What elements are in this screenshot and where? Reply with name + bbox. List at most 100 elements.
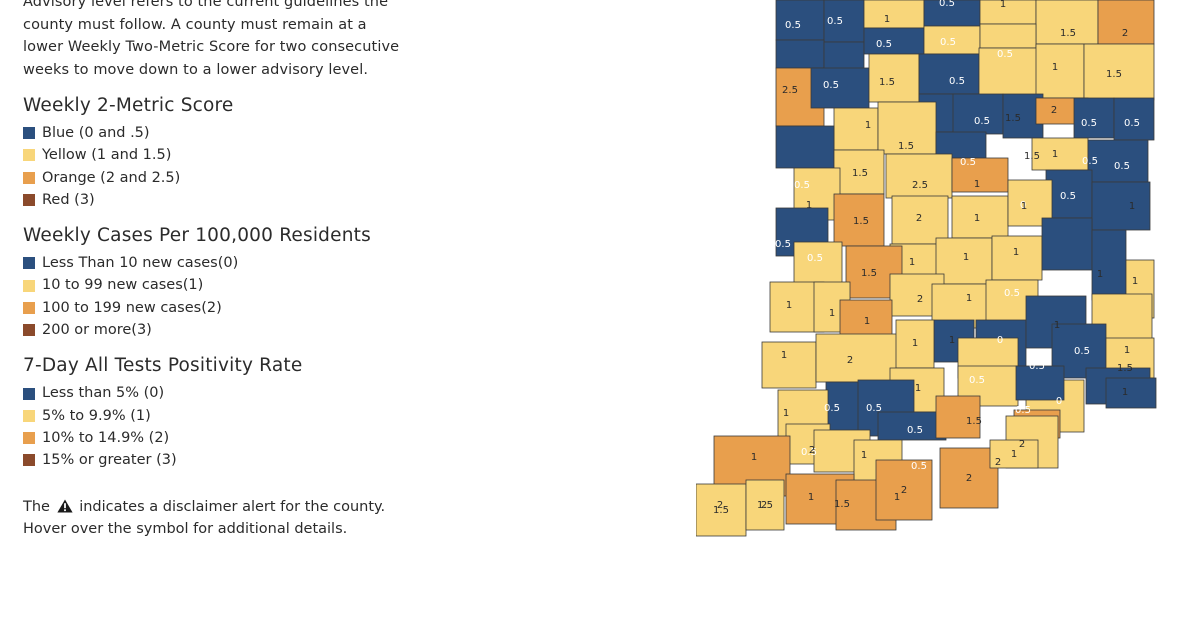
county-shape[interactable] (891, 195, 949, 245)
county-shape[interactable] (979, 23, 1037, 49)
county-shape[interactable] (775, 0, 825, 41)
county-shape[interactable] (1041, 217, 1093, 271)
section-two-metric-score: Weekly 2-Metric Score Blue (0 and .5) Ye… (23, 95, 453, 211)
county-shape[interactable] (823, 0, 865, 43)
county-score-label: 0.5 (866, 403, 882, 414)
county-score-label: 0.5 (974, 116, 990, 127)
section-title: Weekly 2-Metric Score (23, 95, 234, 116)
county-shape[interactable] (885, 153, 953, 199)
county-shape[interactable] (952, 93, 1004, 135)
legend-item: 100 to 199 new cases(2) (23, 297, 453, 319)
county-shape[interactable] (1105, 377, 1157, 409)
county-score-label: 1 (1021, 201, 1027, 212)
county-shape[interactable] (935, 395, 981, 439)
county-shape[interactable] (775, 39, 825, 69)
county-score-label: 1 (1132, 276, 1138, 287)
county-score-label: 1.5 (966, 416, 982, 427)
county-shape[interactable] (1097, 0, 1155, 45)
county-shape[interactable] (823, 41, 865, 73)
county-score-label: 2 (761, 500, 767, 511)
county-shape[interactable] (1031, 137, 1089, 171)
disclaimer-note: The indicates a disclaimer alert for the… (23, 496, 453, 541)
county-score-label: 0.5 (1060, 191, 1076, 202)
legend-label: Orange (2 and 2.5) (42, 169, 181, 186)
county-shape[interactable] (863, 0, 925, 29)
section-weekly-cases: Weekly Cases Per 100,000 Residents Less … (23, 225, 453, 341)
county-score-label: 1 (1124, 345, 1130, 356)
legend-item: Less than 5% (0) (23, 382, 453, 404)
county-shape[interactable] (761, 341, 817, 389)
intro-line: Advisory level refers to the current gui… (23, 0, 389, 10)
county-shape[interactable] (1091, 229, 1127, 301)
county-shape[interactable] (793, 241, 843, 287)
county-score-label: 0.5 (794, 180, 810, 191)
swatch-red (23, 324, 35, 337)
legend-label: Yellow (1 and 1.5) (42, 147, 172, 164)
county-shape[interactable] (877, 101, 937, 155)
county-score-label: 0.5 (1082, 156, 1098, 167)
county-shape[interactable] (991, 235, 1043, 281)
county-shape[interactable] (833, 149, 885, 195)
county-shape[interactable] (1091, 181, 1151, 231)
indiana-county-map[interactable]: 0.5 0.5 10.5 11.5 20.5 0.50.511.52.5 0.5 1.5 0.5… (696, 0, 1158, 540)
county-shape[interactable] (1083, 43, 1155, 101)
county-score-label: 0.5 (960, 157, 976, 168)
county-score-label: 1 (894, 492, 900, 503)
county-shape[interactable] (745, 479, 785, 531)
county-shape[interactable] (1045, 169, 1093, 219)
county-shape[interactable] (833, 193, 885, 247)
county-score-label: 1 (949, 335, 955, 346)
county-score-label: 1 (1000, 0, 1006, 10)
county-shape[interactable] (877, 411, 947, 441)
county-shape[interactable] (951, 157, 1009, 193)
county-score-label: 0.5 (1114, 161, 1130, 172)
county-score-label: 2 (809, 445, 815, 456)
county-shape[interactable] (979, 0, 1037, 25)
county-shape[interactable] (775, 125, 835, 169)
county-shape[interactable] (810, 67, 870, 109)
county-score-label: 1 (1052, 62, 1058, 73)
county-shape[interactable] (951, 195, 1009, 239)
legend-item: 5% to 9.9% (1) (23, 405, 453, 427)
county-score-label: 0.5 (1074, 346, 1090, 357)
county-shape[interactable] (833, 107, 879, 151)
county-shape[interactable] (895, 319, 935, 369)
county-shape[interactable] (1113, 97, 1155, 141)
county-shape[interactable] (1035, 43, 1085, 99)
county-score-label: 1 (963, 252, 969, 263)
county-score-label: 1 (781, 350, 787, 361)
county-score-label: 1.5 (853, 216, 869, 227)
county-score-label: 1 (1052, 149, 1058, 160)
county-score-label: 1.5 (861, 268, 877, 279)
swatch-orange (23, 301, 35, 314)
county-shape[interactable] (863, 27, 925, 55)
county-shape[interactable] (939, 447, 999, 509)
county-score-label: 0.5 (775, 239, 791, 250)
county-shape[interactable] (696, 483, 747, 537)
county-score-label: 0.5 (1124, 118, 1140, 129)
county-score-label: 0.5 (1081, 118, 1097, 129)
county-shape[interactable] (1087, 139, 1149, 183)
county-shape[interactable] (868, 53, 920, 103)
county-shape[interactable] (875, 459, 933, 521)
county-score-label: 0.5 (1029, 361, 1045, 372)
swatch-yellow (23, 149, 35, 162)
legend-label: Red (3) (42, 191, 95, 208)
county-shape[interactable] (923, 25, 981, 55)
county-shape[interactable] (923, 0, 981, 27)
legend-label: Less Than 10 new cases(0) (42, 255, 239, 272)
note-text: indicates a disclaimer alert for the cou… (79, 498, 386, 515)
county-score-label: 0.5 (807, 253, 823, 264)
county-shape[interactable] (989, 439, 1039, 469)
county-score-label: 2 (917, 294, 923, 305)
swatch-orange (23, 432, 35, 445)
county-score-label: 1.5 (713, 505, 729, 516)
county-score-label: 1 (783, 408, 789, 419)
county-score-label: 1.5 (898, 141, 914, 152)
county-score-label: 1 (829, 308, 835, 319)
legend-item: 200 or more(3) (23, 319, 453, 341)
county-shape[interactable] (1035, 0, 1099, 45)
county-shape[interactable] (918, 53, 980, 95)
county-score-label: 1 (884, 14, 890, 25)
county-shape[interactable] (1015, 365, 1065, 401)
